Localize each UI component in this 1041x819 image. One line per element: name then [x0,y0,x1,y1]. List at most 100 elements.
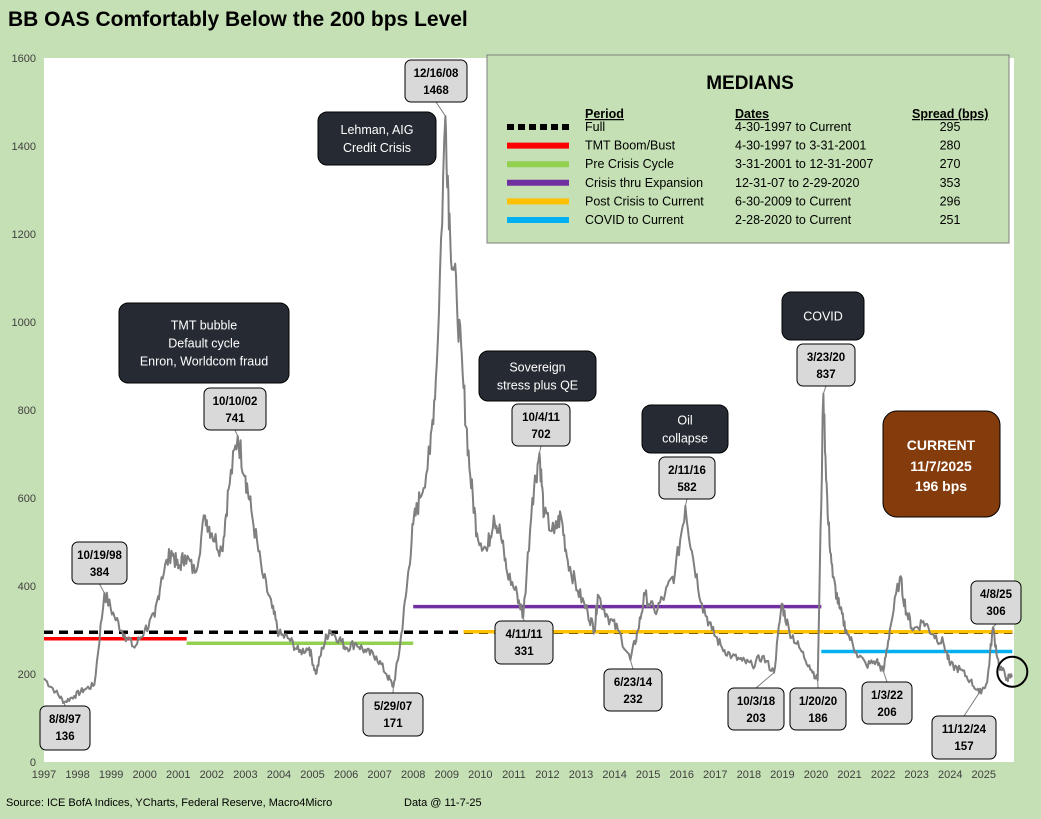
callout-date-5: 4/11/11 [505,629,543,641]
x-tick-label-0: 1997 [32,769,56,781]
callout-date-14: 4/8/25 [980,589,1013,601]
x-tick-label-7: 2004 [267,769,291,781]
event-text-3-1: collapse [662,432,708,446]
legend-dates-5: 2-28-2020 to Current [735,213,852,227]
callout-date-3: 5/29/07 [374,701,412,713]
callout-box-1 [71,541,128,585]
legend-title: MEDIANS [706,73,794,94]
footer-data-date: Data @ 11-7-25 [404,797,482,809]
callout-box-7 [603,668,663,712]
legend-spread-0: 295 [940,120,961,134]
callout-box-2 [203,387,267,431]
callout-date-2: 10/10/02 [213,396,258,408]
callout-box-5 [494,620,554,665]
legend: MEDIANS Period Dates Spread (bps) Full 4-… [486,54,1010,244]
legend-dates-0: 4-30-1997 to Current [735,120,852,134]
x-tick-label-8: 2005 [300,769,324,781]
x-tick-label-14: 2011 [502,769,526,781]
callout-leader-4 [435,101,446,117]
legend-dates-4: 6-30-2009 to Current [735,194,852,208]
y-tick-label-4: 800 [18,405,36,417]
event-text-0-1: Default cycle [168,337,240,351]
callout-box-11 [796,343,856,387]
footer-source: Source: ICE BofA Indices, YCharts, Feder… [6,797,332,809]
callout-value-7: 232 [623,694,642,706]
current-marker [996,655,1029,688]
y-tick-label-2: 400 [18,581,36,593]
callout-leader-12 [882,671,888,683]
series [43,115,1014,705]
event-text-4-0: COVID [803,310,843,324]
x-tick-label-11: 2008 [401,769,425,781]
callout-box-12 [861,681,913,725]
y-tick-label-3: 600 [18,493,36,505]
x-tick-label-13: 2010 [468,769,492,781]
callout-value-5: 331 [514,646,534,658]
x-tick-label-3: 2000 [132,769,156,781]
legend-period-2: Pre Crisis Cycle [585,157,674,171]
event-box-4 [781,291,865,341]
callout-box-0 [39,705,91,751]
callout-box-4 [404,59,468,103]
callout-leader-13 [963,692,980,717]
callout-leader-14 [992,623,997,628]
legend-spread-1: 280 [940,139,961,153]
callout-date-12: 1/3/22 [871,690,903,702]
y-tick-label-5: 1000 [12,317,36,329]
x-tick-label-16: 2013 [569,769,593,781]
x-tick-label-9: 2006 [334,769,358,781]
callout-value-6: 702 [531,429,550,441]
callout-value-1: 384 [90,567,110,579]
legend-period-1: TMT Boom/Bust [585,139,676,153]
callout-leader-9 [755,672,775,689]
series-line-0 [43,115,1014,705]
x-tick-label-12: 2009 [435,769,459,781]
x-tick-label-22: 2019 [770,769,794,781]
callout-value-2: 741 [225,413,245,425]
x-tick-label-10: 2007 [367,769,391,781]
event-text-1-0: Lehman, AIG [341,123,414,137]
callout-box-10 [789,687,847,731]
event-text-2-1: stress plus QE [497,379,578,393]
callout-box-8 [658,456,716,500]
legend-header-period: Period [585,107,624,121]
event-text-3-0: Oil [677,414,692,428]
y-tick-label-7: 1400 [12,141,36,153]
callouts: 8/8/97 136 10/19/98 384 10/10/02 741 5/29/07 17… [39,59,1022,760]
callout-date-9: 10/3/18 [737,696,776,708]
legend-spread-4: 296 [940,194,961,208]
legend-spread-5: 251 [940,213,961,227]
callout-value-0: 136 [55,731,74,743]
legend-dates-3: 12-31-07 to 2-29-2020 [735,176,859,190]
x-tick-label-21: 2018 [737,769,761,781]
callout-box-14 [970,580,1022,625]
x-tick-label-26: 2023 [904,769,928,781]
legend-period-4: Post Crisis to Current [585,194,704,208]
current-callout: CURRENT 11/7/2025 196 bps [882,410,1029,688]
current-value: 196 bps [915,478,967,494]
x-tick-label-6: 2003 [233,769,257,781]
event-box-3 [641,404,729,454]
event-text-1-1: Credit Crisis [343,141,411,155]
x-tick-label-5: 2002 [200,769,224,781]
y-axis: 0 200 400 600 800 1000 1200 1400 1600 [12,53,36,769]
x-tick-label-23: 2020 [804,769,828,781]
event-box-2 [478,350,597,402]
callout-leader-7 [629,659,634,670]
callout-value-8: 582 [677,482,696,494]
legend-dates-2: 3-31-2001 to 12-31-2007 [735,157,873,171]
legend-spread-3: 353 [940,176,961,190]
legend-rows: Full 4-30-1997 to Current 295 TMT Boom/Bust… [507,120,960,227]
y-tick-label-0: 0 [30,757,36,769]
x-tick-label-17: 2014 [602,769,626,781]
event-text-0-0: TMT bubble [171,319,238,333]
x-tick-label-27: 2024 [938,769,962,781]
event-box-0 [118,302,290,384]
x-axis: 1997 1998 1999 2000 2001 2002 2003 2004 2005 2006… [32,769,996,781]
legend-period-0: Full [585,120,605,134]
callout-box-13 [931,715,997,760]
callout-leader-5 [522,616,525,622]
x-tick-label-15: 2012 [535,769,559,781]
x-tick-label-28: 2025 [972,769,996,781]
x-tick-label-24: 2021 [837,769,861,781]
